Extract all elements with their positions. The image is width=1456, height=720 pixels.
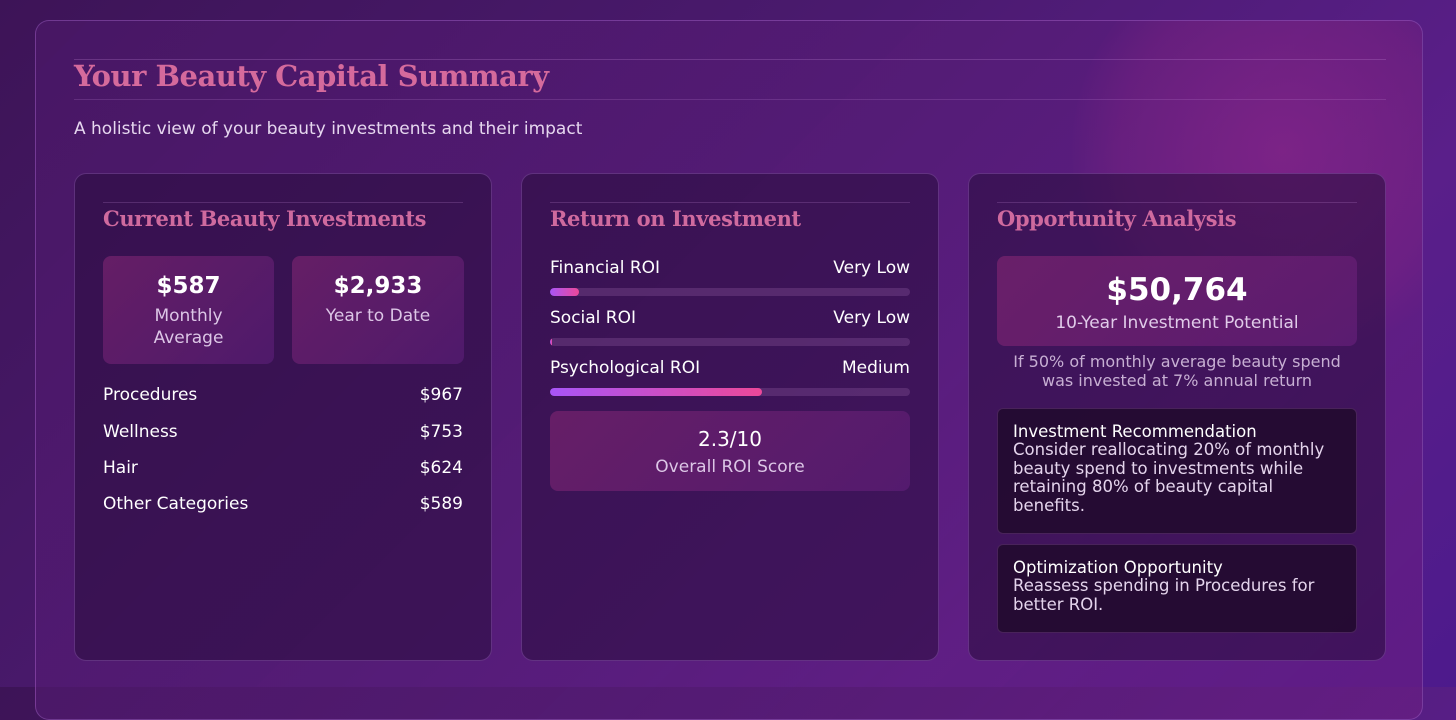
recommendation-body: Consider reallocating 20% of monthly bea… — [1013, 440, 1325, 515]
current-investments-card: Current Beauty Investments $587 Monthly … — [74, 173, 492, 661]
roi-progress-track — [550, 288, 910, 296]
card-divider — [550, 202, 910, 203]
overall-roi-score: 2.3/10 Overall ROI Score — [550, 411, 910, 491]
category-amount: $624 — [419, 458, 463, 478]
category-row-procedures: Procedures $967 — [103, 385, 463, 409]
optimization-opportunity: Optimization Opportunity Reassess spendi… — [997, 544, 1357, 633]
recommendation-title: Investment Recommendation — [1013, 422, 1257, 441]
roi-progress-track — [550, 388, 910, 396]
category-name: Other Categories — [103, 494, 249, 514]
investment-recommendation: Investment Recommendation Consider reall… — [997, 408, 1357, 534]
monthly-average-label: Monthly Average — [153, 306, 224, 348]
investment-potential-value: $50,764 — [1106, 272, 1248, 308]
category-row-wellness: Wellness $753 — [103, 422, 463, 446]
investment-potential-note: If 50% of monthly average beauty spend w… — [1013, 352, 1341, 390]
category-name: Wellness — [103, 422, 178, 442]
category-row-hair: Hair $624 — [103, 458, 463, 482]
category-amount: $753 — [419, 422, 463, 442]
category-amount: $967 — [419, 385, 463, 405]
roi-row-financial: Financial ROI Very Low — [550, 258, 910, 298]
card-divider — [997, 202, 1357, 203]
return-on-investment-card: Return on Investment Financial ROI Very … — [521, 173, 939, 661]
roi-label: Social ROI — [550, 308, 637, 328]
year-to-date-stat: $2,933 Year to Date — [292, 256, 464, 364]
monthly-average-stat: $587 Monthly Average — [103, 256, 274, 364]
top-divider — [74, 59, 1386, 60]
year-to-date-value: $2,933 — [333, 273, 423, 299]
optimization-body: Reassess spending in Procedures for bett… — [1013, 576, 1315, 614]
opportunity-analysis-title: Opportunity Analysis — [997, 206, 1237, 231]
roi-level: Very Low — [833, 308, 910, 328]
roi-progress-fill — [550, 288, 579, 296]
title-divider — [74, 99, 1386, 100]
roi-level: Medium — [842, 358, 910, 378]
optimization-title: Optimization Opportunity — [1013, 558, 1223, 577]
current-investments-title: Current Beauty Investments — [103, 206, 427, 231]
roi-progress-track — [550, 338, 910, 346]
roi-score-label: Overall ROI Score — [655, 457, 805, 477]
roi-progress-fill — [550, 338, 552, 346]
roi-row-psychological: Psychological ROI Medium — [550, 358, 910, 398]
monthly-average-value: $587 — [156, 273, 221, 299]
opportunity-analysis-card: Opportunity Analysis $50,764 10-Year Inv… — [968, 173, 1386, 661]
category-name: Procedures — [103, 385, 198, 405]
roi-label: Financial ROI — [550, 258, 661, 278]
return-on-investment-title: Return on Investment — [550, 206, 801, 231]
category-amount: $589 — [419, 494, 463, 514]
card-divider — [103, 202, 463, 203]
beauty-capital-summary-panel: Your Beauty Capital Summary A holistic v… — [35, 20, 1423, 720]
investment-potential-label: 10-Year Investment Potential — [1055, 313, 1299, 333]
investment-potential-box: $50,764 10-Year Investment Potential — [997, 256, 1357, 346]
page-subtitle: A holistic view of your beauty investmen… — [74, 119, 583, 139]
roi-label: Psychological ROI — [550, 358, 701, 378]
year-to-date-label: Year to Date — [325, 306, 431, 326]
category-row-other: Other Categories $589 — [103, 494, 463, 518]
roi-level: Very Low — [833, 258, 910, 278]
roi-progress-fill — [550, 388, 763, 396]
page-title: Your Beauty Capital Summary — [74, 59, 549, 93]
roi-score-value: 2.3/10 — [698, 427, 762, 451]
category-name: Hair — [103, 458, 138, 478]
roi-row-social: Social ROI Very Low — [550, 308, 910, 348]
